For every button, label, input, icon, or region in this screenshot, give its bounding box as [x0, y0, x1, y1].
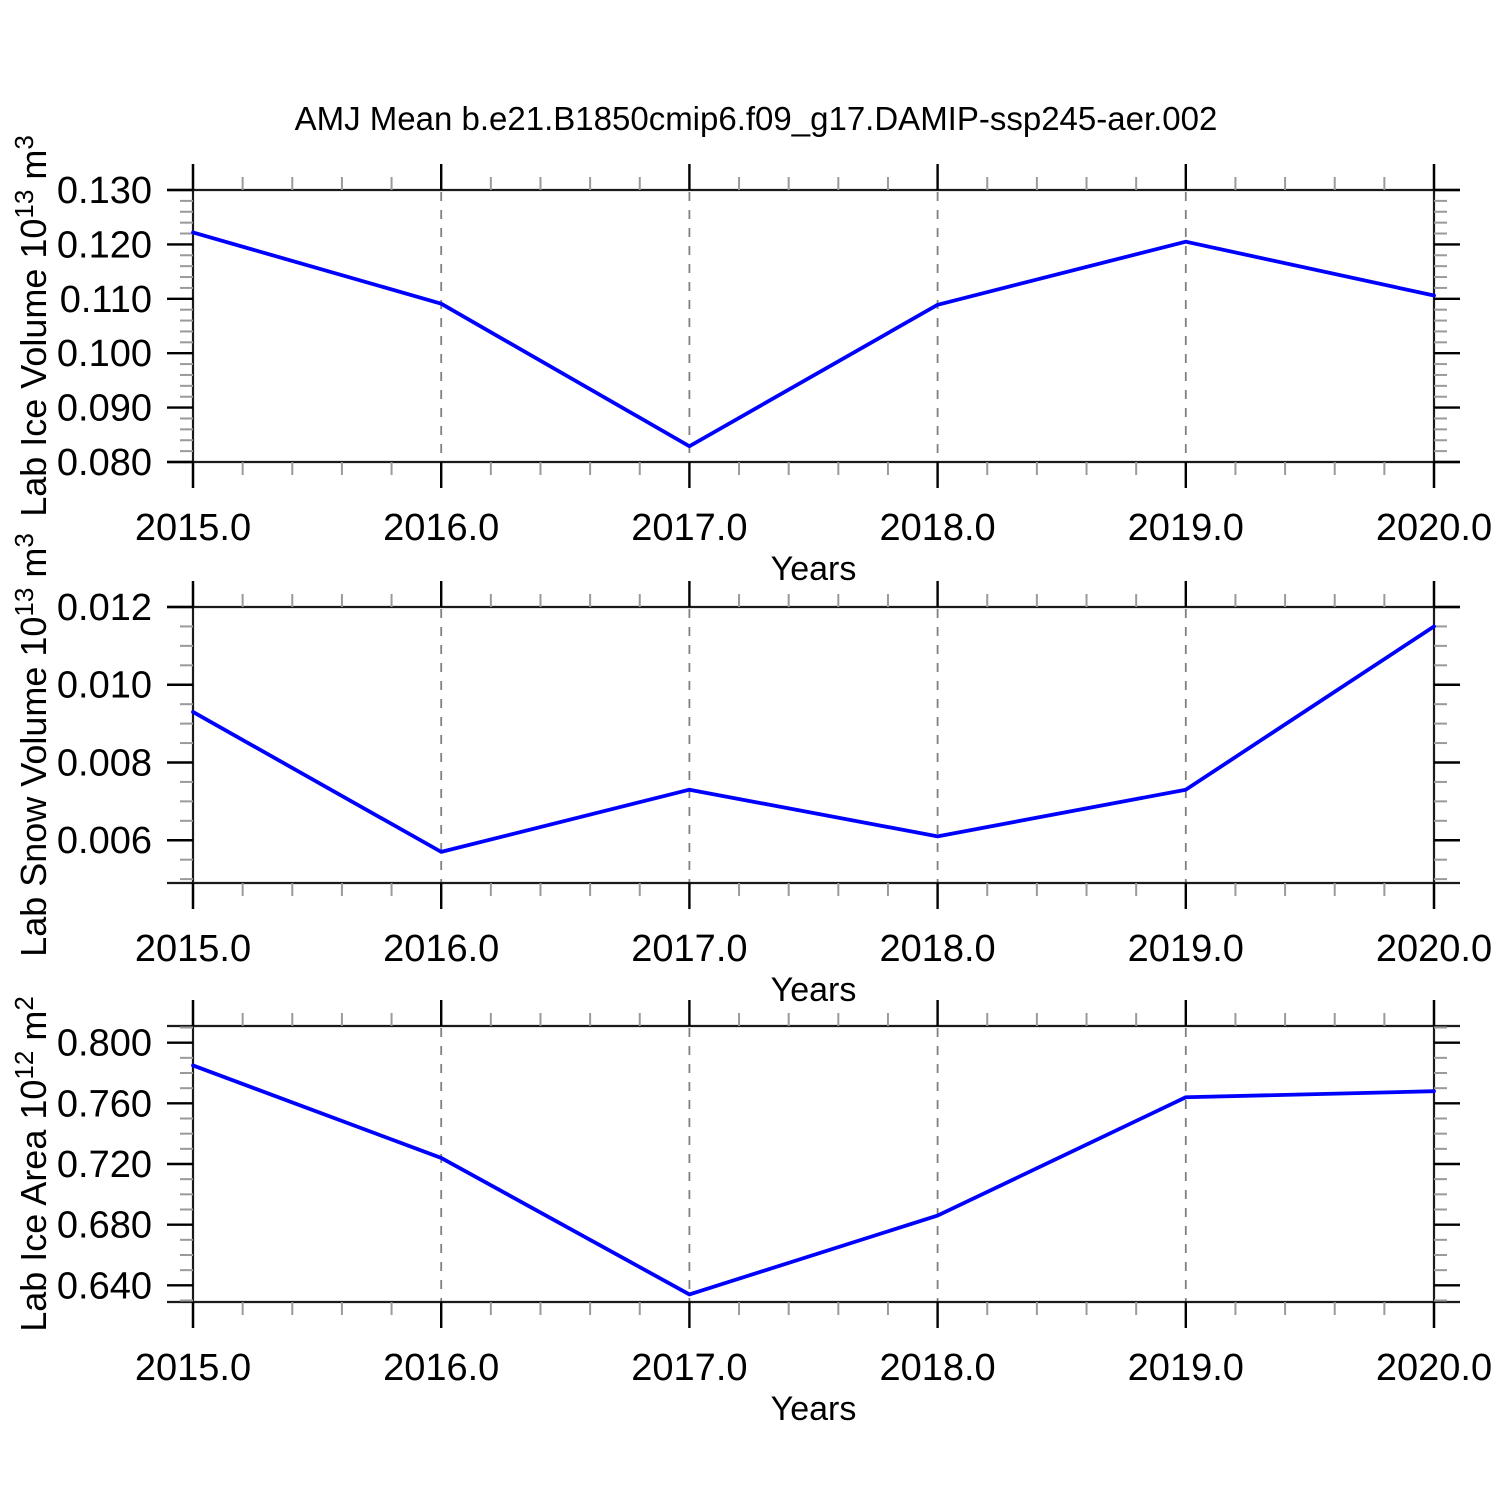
y-tick-label: 0.800 [57, 1023, 152, 1065]
gridlines [440, 609, 1187, 882]
y-tick-label: 0.012 [57, 587, 152, 629]
y-axis-title: Lab Ice Volume 1013 m3 [9, 135, 54, 517]
y-axis-ticks [167, 605, 1460, 881]
x-tick-label: 2020.0 [1376, 1347, 1492, 1389]
panel-ice-volume: 0.080 0.090 0.100 0.110 0.120 0.130 2015.0 2016… [9, 135, 1492, 588]
x-tick-label: 2020.0 [1376, 928, 1492, 970]
x-axis-title: Years [771, 550, 857, 588]
x-tick-label: 2018.0 [879, 1347, 995, 1389]
data-line-snow-volume [191, 624, 1436, 854]
x-tick-label: 2019.0 [1128, 507, 1244, 549]
y-axis-ticks [167, 1026, 1460, 1302]
y-tick-label: 0.080 [57, 442, 152, 484]
x-tick-label: 2016.0 [383, 928, 499, 970]
x-tick-labels: 2015.0 2016.0 2017.0 2018.0 2019.0 2020.0 [135, 507, 1492, 549]
y-tick-label: 0.100 [57, 333, 152, 375]
y-tick-labels: 0.006 0.008 0.010 0.012 [57, 587, 152, 862]
data-line-ice-area [191, 1063, 1436, 1297]
y-axis-title: Lab Snow Volume 1013 m3 [9, 533, 54, 957]
x-tick-label: 2020.0 [1376, 507, 1492, 549]
y-tick-label: 0.720 [57, 1144, 152, 1186]
gridlines [440, 1028, 1187, 1301]
y-tick-label: 0.110 [60, 279, 152, 321]
x-tick-label: 2016.0 [383, 1347, 499, 1389]
y-axis-title: Lab Ice Area 1012 m2 [9, 996, 54, 1332]
y-tick-label: 0.090 [57, 388, 152, 430]
y-tick-label: 0.008 [57, 742, 152, 784]
y-tick-labels: 0.080 0.090 0.100 0.110 0.120 0.130 [57, 170, 152, 484]
x-tick-label: 2015.0 [135, 1347, 251, 1389]
data-line-ice-volume [191, 230, 1436, 449]
x-axis-ticks [191, 1000, 1436, 1328]
plot-frame [167, 1000, 1460, 1328]
y-tick-label: 0.760 [57, 1083, 152, 1125]
figure-title: AMJ Mean b.e21.B1850cmip6.f09_g17.DAMIP-… [295, 100, 1218, 137]
x-axis-title: Years [771, 971, 857, 1009]
y-tick-label: 0.010 [57, 665, 152, 707]
x-tick-labels: 2015.0 2016.0 2017.0 2018.0 2019.0 2020.0 [135, 1347, 1492, 1389]
y-axis-ticks [167, 188, 1460, 464]
x-tick-label: 2017.0 [631, 507, 747, 549]
y-tick-label: 0.006 [57, 820, 152, 862]
x-axis-ticks [191, 581, 1436, 909]
y-tick-label: 0.680 [57, 1205, 152, 1247]
y-tick-labels: 0.640 0.680 0.720 0.760 0.800 [57, 1023, 152, 1308]
x-tick-label: 2017.0 [631, 1347, 747, 1389]
x-axis-ticks [191, 164, 1436, 488]
x-tick-label: 2019.0 [1128, 928, 1244, 970]
plot-frame [167, 164, 1460, 488]
x-tick-label: 2019.0 [1128, 1347, 1244, 1389]
plot-frame [167, 581, 1460, 909]
x-tick-label: 2018.0 [879, 928, 995, 970]
y-tick-label: 0.130 [57, 170, 152, 212]
x-tick-labels: 2015.0 2016.0 2017.0 2018.0 2019.0 2020.0 [135, 928, 1492, 970]
y-tick-label: 0.640 [57, 1265, 152, 1307]
y-tick-label: 0.120 [57, 224, 152, 266]
x-axis-title: Years [771, 1390, 857, 1428]
x-tick-label: 2015.0 [135, 507, 251, 549]
x-tick-label: 2018.0 [879, 507, 995, 549]
x-tick-label: 2017.0 [631, 928, 747, 970]
x-tick-label: 2015.0 [135, 928, 251, 970]
x-tick-label: 2016.0 [383, 507, 499, 549]
gridlines [440, 192, 1187, 461]
